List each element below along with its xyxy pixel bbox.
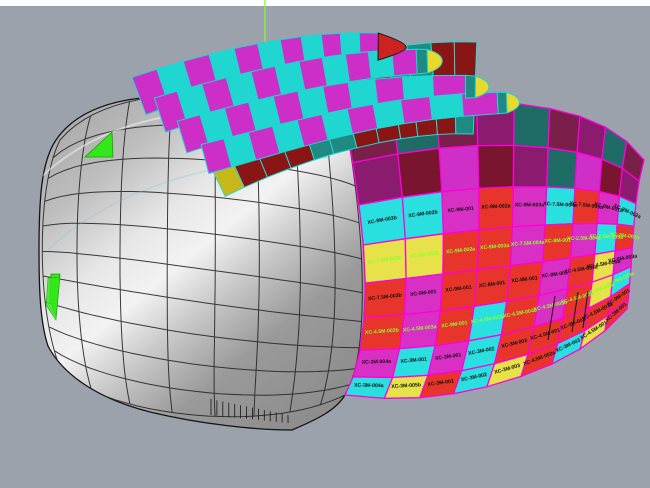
svg-text:XC-3M-004a: XC-3M-004a (354, 383, 384, 390)
svg-text:XC-9M-003a: XC-9M-003a (515, 202, 545, 208)
svg-text:XC-3M-004a: XC-3M-004a (362, 359, 392, 366)
